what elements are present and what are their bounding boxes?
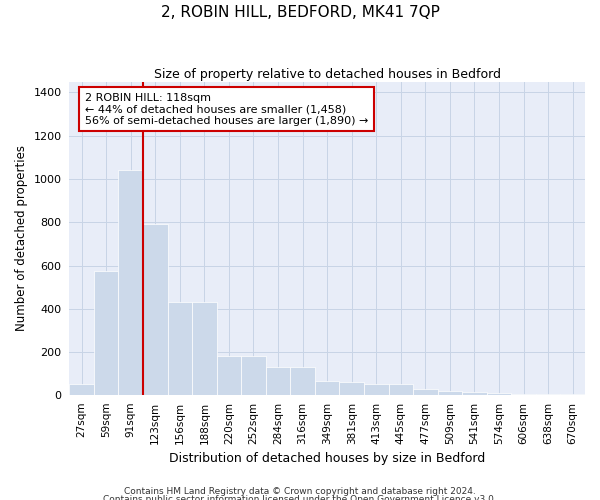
Bar [217, 356, 241, 396]
Bar [70, 384, 94, 396]
Y-axis label: Number of detached properties: Number of detached properties [15, 146, 28, 332]
X-axis label: Distribution of detached houses by size in Bedford: Distribution of detached houses by size … [169, 452, 485, 465]
Bar [511, 394, 536, 396]
Bar [118, 170, 143, 396]
Bar [413, 390, 437, 396]
Bar [487, 393, 511, 396]
Bar [462, 392, 487, 396]
Bar [290, 367, 315, 396]
Title: Size of property relative to detached houses in Bedford: Size of property relative to detached ho… [154, 68, 500, 80]
Bar [315, 381, 340, 396]
Bar [389, 384, 413, 396]
Bar [192, 302, 217, 396]
Bar [143, 224, 167, 396]
Bar [94, 271, 118, 396]
Bar [437, 391, 462, 396]
Text: 2 ROBIN HILL: 118sqm
← 44% of detached houses are smaller (1,458)
56% of semi-de: 2 ROBIN HILL: 118sqm ← 44% of detached h… [85, 92, 368, 126]
Bar [560, 394, 585, 396]
Bar [167, 302, 192, 396]
Bar [364, 384, 389, 396]
Bar [241, 356, 266, 396]
Text: Contains HM Land Registry data © Crown copyright and database right 2024.: Contains HM Land Registry data © Crown c… [124, 487, 476, 496]
Bar [340, 382, 364, 396]
Bar [266, 367, 290, 396]
Text: Contains public sector information licensed under the Open Government Licence v3: Contains public sector information licen… [103, 496, 497, 500]
Text: 2, ROBIN HILL, BEDFORD, MK41 7QP: 2, ROBIN HILL, BEDFORD, MK41 7QP [161, 5, 439, 20]
Bar [536, 394, 560, 396]
